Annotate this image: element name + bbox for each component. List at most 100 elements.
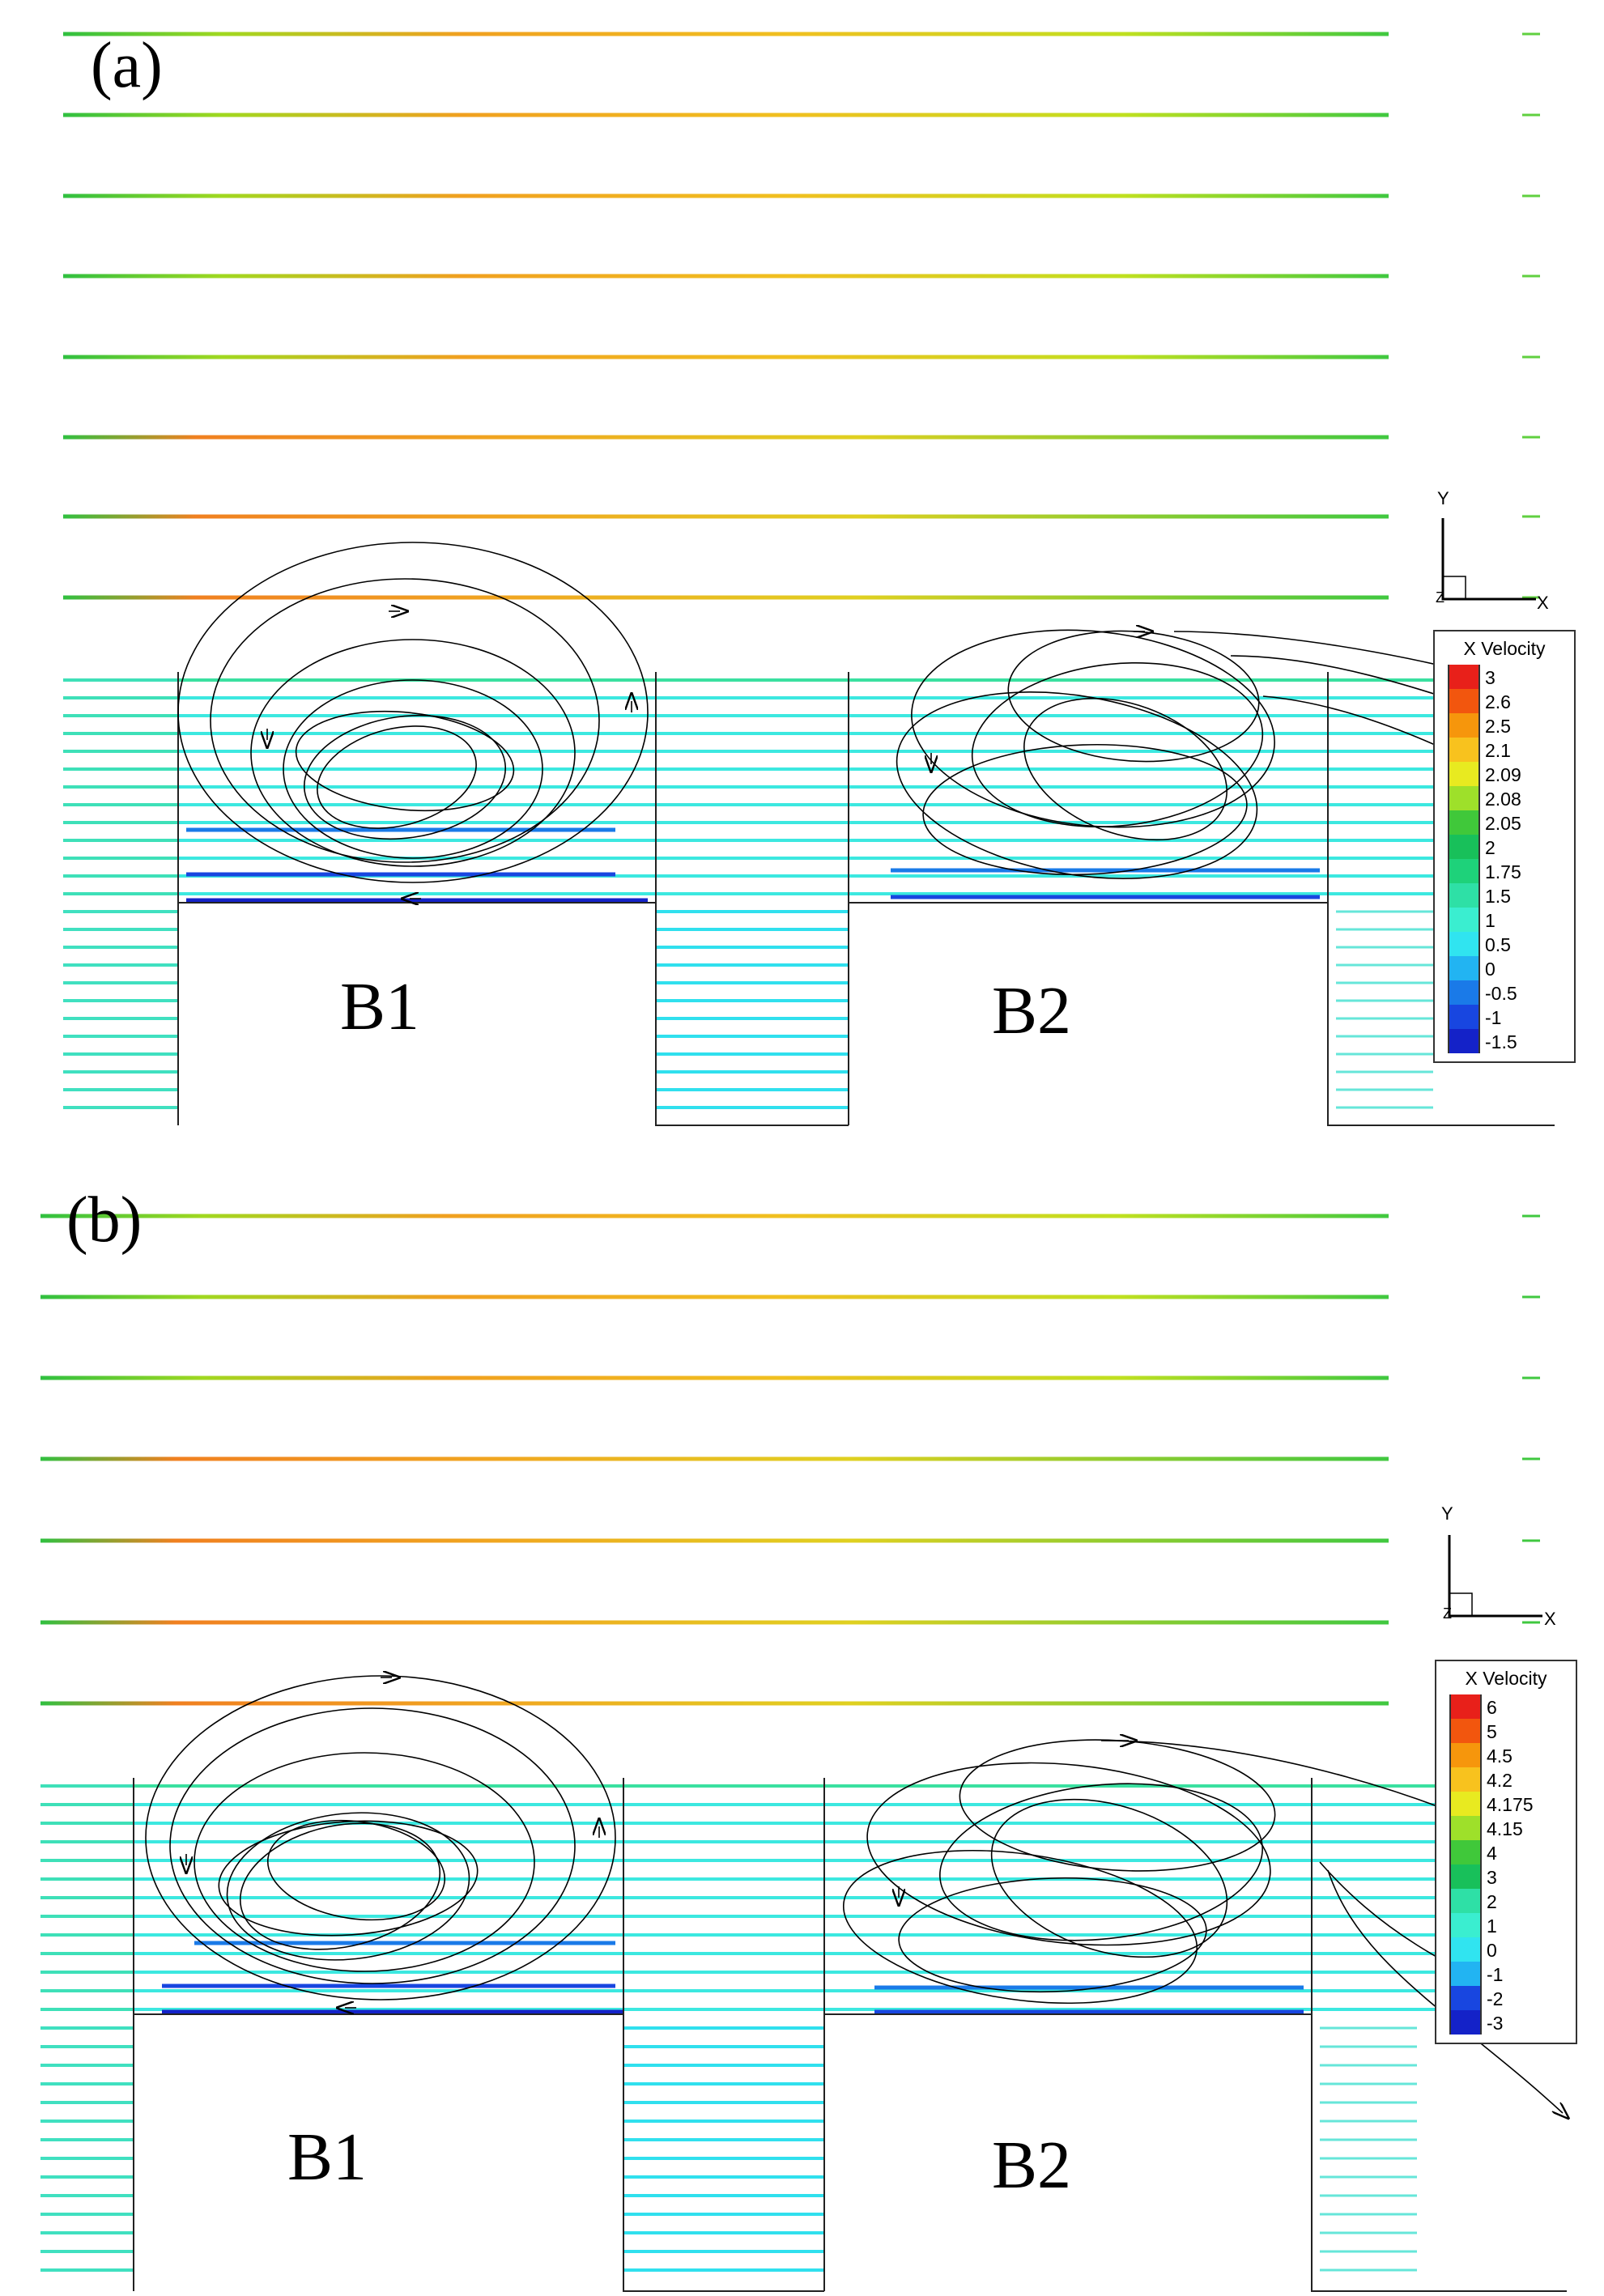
legend-swatch <box>1448 908 1480 932</box>
building-label-b2-a: B2 <box>992 973 1072 1048</box>
velocity-vector-tail <box>1522 274 1540 278</box>
velocity-vector-row <box>134 1859 1567 1862</box>
streamline <box>283 679 543 859</box>
velocity-vector-row <box>40 2250 134 2253</box>
velocity-vector-row <box>178 803 1555 806</box>
legend-level: -0.5 <box>1435 980 1574 1005</box>
streamline <box>911 629 1275 828</box>
legend-swatch <box>1449 1913 1482 1937</box>
velocity-vector-row <box>623 2213 824 2216</box>
velocity-vector-tail <box>1522 1214 1540 1218</box>
legend-swatch <box>1448 883 1480 908</box>
velocity-vector-row <box>40 1952 134 1955</box>
legend-level: 4.2 <box>1436 1767 1576 1792</box>
streamline <box>250 639 576 867</box>
velocity-vector-row <box>63 514 1389 519</box>
velocity-vector-row <box>40 1840 134 1843</box>
velocity-vector-row <box>656 928 849 931</box>
legend-value: -2 <box>1487 1988 1504 2009</box>
legend-swatch <box>1449 1889 1482 1913</box>
velocity-vector-row <box>40 2194 134 2197</box>
velocity-vector-row <box>623 2064 824 2067</box>
velocity-vector-row <box>63 767 178 771</box>
panel-label-a: (a) <box>91 30 163 101</box>
velocity-vector-tail <box>1522 32 1540 36</box>
velocity-vector-row <box>134 1971 1567 1974</box>
velocity-vector-row <box>40 1295 1389 1299</box>
reverse-flow-band <box>162 2009 623 2014</box>
velocity-vector-row <box>1320 2231 1417 2234</box>
streamline <box>177 542 649 883</box>
legend-value: 0 <box>1485 959 1496 980</box>
velocity-vector-row <box>40 1971 134 1974</box>
legend-level: 3 <box>1435 665 1574 689</box>
velocity-vector-row <box>63 1035 178 1038</box>
velocity-vector-row <box>63 32 1389 36</box>
velocity-vector-row <box>40 2175 134 2179</box>
reverse-flow-band <box>186 872 615 877</box>
velocity-vector-row <box>63 803 178 806</box>
streamline <box>266 1819 446 1921</box>
velocity-vector-row <box>656 1070 849 1074</box>
velocity-vector-row <box>63 910 178 913</box>
velocity-vector-row <box>1336 928 1433 931</box>
velocity-vector-row <box>623 2101 824 2104</box>
velocity-vector-row <box>1336 1106 1433 1109</box>
streamline <box>896 691 1258 879</box>
legend-level: -1.5 <box>1435 1029 1574 1053</box>
velocity-vector-row <box>623 2268 824 2272</box>
velocity-vector-row <box>656 910 849 913</box>
velocity-vector-row <box>178 767 1555 771</box>
legend-value: -1.5 <box>1485 1031 1517 1052</box>
velocity-vector-row <box>63 750 178 753</box>
velocity-vector-row <box>656 1106 849 1109</box>
velocity-vector-row <box>40 2082 134 2086</box>
legend-level: 1.75 <box>1435 859 1574 883</box>
velocity-vector-row <box>40 1896 134 1899</box>
velocity-vector-row <box>134 1840 1567 1843</box>
velocity-vector-row <box>40 1456 1389 1461</box>
velocity-vector-row <box>63 892 178 895</box>
velocity-vector-row <box>178 732 1555 735</box>
streamline <box>990 1798 1228 1958</box>
legend-title-b: X Velocity <box>1465 1668 1547 1689</box>
velocity-vector-row <box>63 113 1389 117</box>
legend-level: 3 <box>1436 1864 1576 1889</box>
velocity-vector-row <box>134 1822 1567 1825</box>
streamline <box>842 1849 1198 2005</box>
velocity-vector-row <box>40 1915 134 1918</box>
velocity-vector-row <box>656 963 849 967</box>
legend-level: -3 <box>1436 2010 1576 2035</box>
velocity-vector-row <box>40 2120 134 2123</box>
velocity-vector-row <box>40 1859 134 1862</box>
velocity-vector-row <box>63 595 1389 600</box>
velocity-vector-row <box>178 785 1555 789</box>
velocity-vector-row <box>40 1989 134 1992</box>
legend-swatch <box>1448 810 1480 835</box>
velocity-vector-row <box>63 785 178 789</box>
legend-swatch <box>1449 1694 1482 1719</box>
velocity-vector-row <box>134 1989 1567 1992</box>
streamline <box>194 1752 535 1972</box>
legend-swatch <box>1448 665 1480 689</box>
velocity-vector-row <box>623 2231 824 2234</box>
legend-value: 2.09 <box>1485 764 1521 785</box>
legend-swatch <box>1448 932 1480 956</box>
legend-swatch <box>1449 1840 1482 1864</box>
velocity-vector-row <box>1320 2157 1417 2160</box>
legend-value: 5 <box>1487 1721 1497 1742</box>
axis-triad-box <box>1449 1592 1473 1617</box>
velocity-vector-row <box>63 857 178 860</box>
velocity-vector-row <box>134 1784 1567 1788</box>
legend-value: -1 <box>1487 1964 1504 1985</box>
velocity-field-b <box>40 1214 1604 2292</box>
legend-level: 6 <box>1436 1694 1576 1719</box>
velocity-vector-tail <box>1522 515 1540 518</box>
streamline-exit <box>1327 1869 1563 2113</box>
legend-swatch <box>1448 859 1480 883</box>
axis-x-label-b: X <box>1544 1609 1556 1629</box>
legend-swatch <box>1448 786 1480 810</box>
velocity-vector-row <box>63 1088 178 1091</box>
legend-swatch <box>1449 1792 1482 1816</box>
velocity-vector-row <box>178 714 1555 717</box>
